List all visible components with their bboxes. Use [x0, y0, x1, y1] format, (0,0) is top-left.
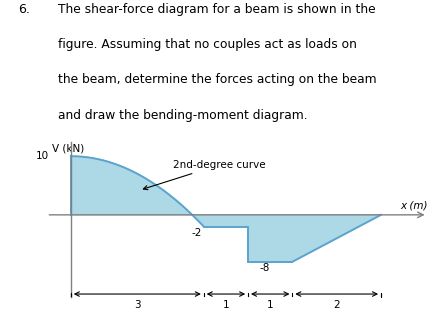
- Text: The shear-force diagram for a beam is shown in the: The shear-force diagram for a beam is sh…: [58, 3, 375, 16]
- Polygon shape: [71, 156, 381, 262]
- Text: 10: 10: [35, 151, 49, 161]
- Text: x (m): x (m): [400, 201, 427, 211]
- Text: 3: 3: [134, 300, 140, 310]
- Text: and draw the bending-moment diagram.: and draw the bending-moment diagram.: [58, 109, 307, 122]
- Text: -2: -2: [191, 228, 202, 238]
- Text: V (kN): V (kN): [52, 143, 85, 153]
- Text: 1: 1: [223, 300, 229, 310]
- Text: 6.: 6.: [18, 3, 30, 16]
- Text: figure. Assuming that no couples act as loads on: figure. Assuming that no couples act as …: [58, 38, 357, 51]
- Text: -8: -8: [259, 263, 269, 273]
- Text: 2: 2: [334, 300, 340, 310]
- Text: 2nd-degree curve: 2nd-degree curve: [144, 160, 265, 190]
- Text: 1: 1: [267, 300, 273, 310]
- Text: the beam, determine the forces acting on the beam: the beam, determine the forces acting on…: [58, 73, 376, 86]
